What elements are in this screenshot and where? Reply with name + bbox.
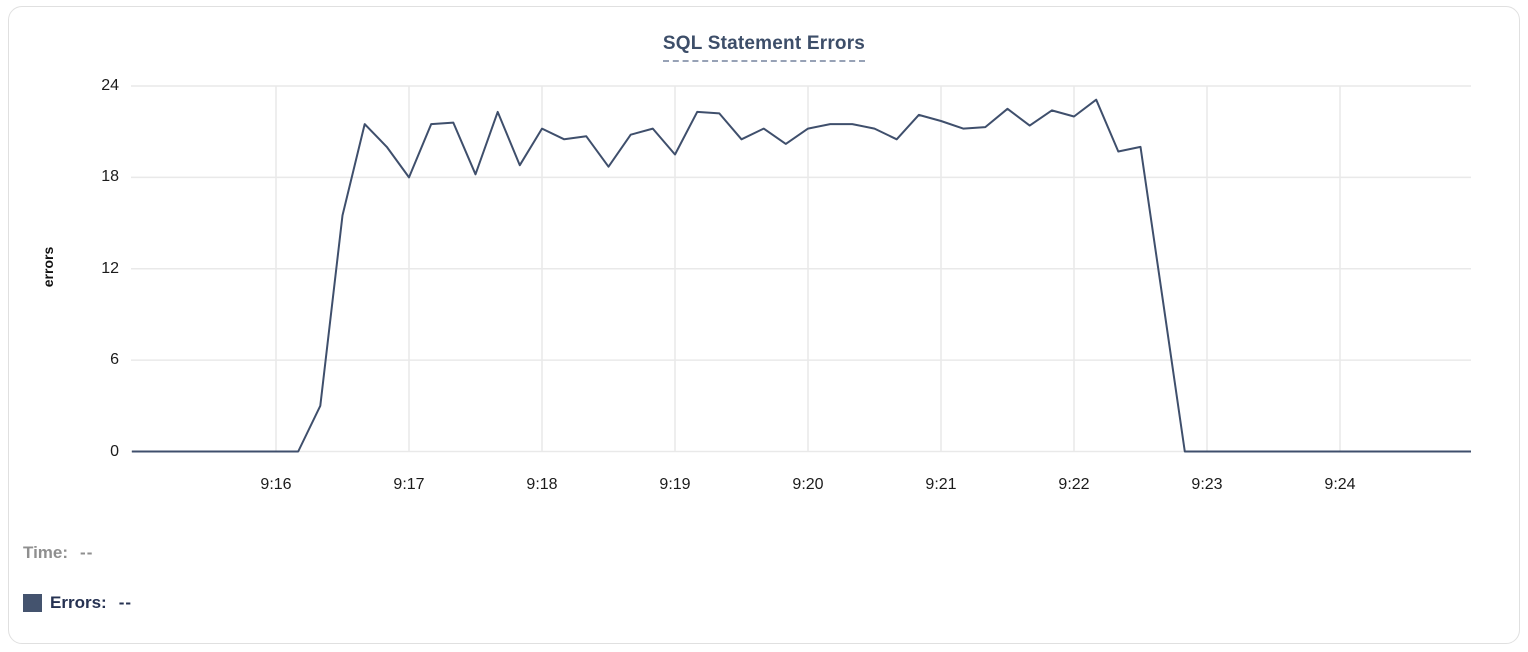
chart-title[interactable]: SQL Statement Errors [662,33,866,62]
x-tick-label: 9:21 [925,476,957,493]
y-axis-tick-labels: 0 6 12 18 24 [9,7,119,643]
errors-series-swatch [23,594,42,612]
x-tick-label: 9:23 [1191,476,1223,493]
chart-header: SQL Statement Errors [9,33,1519,62]
y-tick-label: 18 [101,168,119,186]
chart-card: SQL Statement Errors errors 0 6 12 18 24 9:1… [8,6,1520,644]
errors-readout-label: Errors: [50,593,107,612]
time-readout-row: Time: -- [23,543,93,563]
x-tick-label: 9:22 [1058,476,1090,493]
x-tick-label: 9:17 [393,476,425,493]
y-tick-label: 24 [101,77,119,94]
x-tick-label: 9:18 [526,476,558,493]
plot-svg[interactable] [131,81,1471,461]
x-tick-label: 9:19 [659,476,691,493]
x-tick-label: 9:24 [1324,476,1356,493]
y-tick-label: 6 [110,351,119,369]
y-tick-label: 0 [110,442,119,460]
y-tick-label: 12 [101,259,119,277]
x-tick-label: 9:20 [792,476,824,493]
time-readout-label: Time: [23,543,69,562]
errors-series-line [131,98,1471,453]
time-readout-value: -- [80,543,94,562]
errors-readout-value: -- [118,593,133,612]
x-tick-label: 9:16 [260,476,292,493]
errors-readout-row: Errors: -- [23,593,132,613]
